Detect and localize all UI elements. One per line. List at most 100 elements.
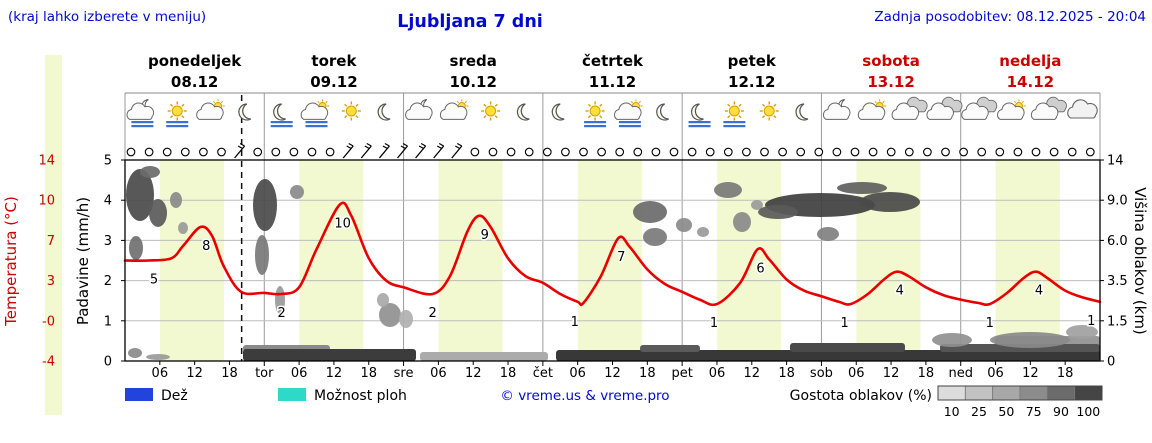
day-date: 08.12 xyxy=(171,73,218,91)
wind-calm-icon xyxy=(814,147,824,157)
moon-icon xyxy=(516,103,530,121)
wind-calm-icon xyxy=(289,147,299,157)
day-name: petek xyxy=(728,52,777,70)
cloud-band xyxy=(556,350,1100,361)
hour-label: 18 xyxy=(500,366,517,381)
sun-cloud-icon xyxy=(997,99,1026,120)
moon-icon xyxy=(551,103,565,121)
moon-cloud-icon xyxy=(822,99,851,120)
wind-calm-icon xyxy=(307,147,317,157)
daylight-band xyxy=(299,160,364,361)
wind-row xyxy=(126,142,1095,159)
cloud-blob xyxy=(633,201,667,223)
sun-cloud-icon xyxy=(439,99,469,120)
cloud-blob xyxy=(643,228,667,246)
wind-barb-icon xyxy=(433,142,445,159)
clouds-icon xyxy=(961,96,998,120)
cloud-blob xyxy=(932,333,972,347)
temp-value-label: 9 xyxy=(481,228,489,243)
day-name: torek xyxy=(311,52,357,70)
wind-barb-icon xyxy=(234,142,246,159)
hour-label: 12 xyxy=(883,366,900,381)
cloud-blob xyxy=(399,310,413,328)
cloud-tick-label: 3.5 xyxy=(1107,274,1128,289)
cloud-blob xyxy=(837,182,887,194)
wind-calm-icon xyxy=(778,147,787,157)
hour-label: 12 xyxy=(326,366,343,381)
temp-value-label: 6 xyxy=(756,261,764,276)
cloud-blob xyxy=(860,192,920,212)
last-update: Zadnja posodobitev: 08.12.2025 - 20:04 xyxy=(874,9,1146,25)
sun-fog-icon xyxy=(723,101,746,128)
cloud-band xyxy=(640,345,700,352)
clouds-icon xyxy=(891,96,928,120)
density-tick-label: 10 xyxy=(944,404,960,419)
wind-calm-icon xyxy=(144,147,154,157)
temp-value-label: 7 xyxy=(617,250,625,265)
wind-calm-icon xyxy=(162,147,172,157)
cloud-blob xyxy=(379,303,401,327)
wind-calm-icon xyxy=(687,147,697,157)
wind-calm-icon xyxy=(1031,147,1041,157)
wind-calm-icon xyxy=(271,147,281,157)
cloud-blob xyxy=(178,222,188,234)
day-name: sreda xyxy=(450,52,497,70)
showers-legend-swatch xyxy=(278,388,306,401)
weather-icons-row xyxy=(126,96,1098,128)
temp-value-label: 1 xyxy=(841,316,849,331)
cloud-height-axis-label: Višina oblakov (km) xyxy=(1131,187,1149,335)
precip-tick-label: 1 xyxy=(104,314,112,329)
temp-value-label: 1 xyxy=(710,316,718,331)
cloud-blob xyxy=(714,182,742,198)
cloud-blob xyxy=(253,179,277,231)
cloud-blob xyxy=(128,348,142,358)
density-swatch xyxy=(1046,385,1076,401)
temp-value-label: 4 xyxy=(1035,284,1043,299)
wind-calm-icon xyxy=(941,147,950,157)
cloud-density-label: Gostota oblakov (%) xyxy=(790,388,932,404)
wind-calm-icon xyxy=(506,147,516,157)
wind-calm-icon xyxy=(796,147,806,157)
sun-fog-icon xyxy=(584,101,607,128)
cloud-tick-label: 0 xyxy=(1107,355,1115,370)
rain-legend-swatch xyxy=(125,388,153,401)
left-accent-strip xyxy=(45,55,62,415)
temp-value-label: 10 xyxy=(334,217,351,232)
day-abbrev-label: sob xyxy=(810,366,833,381)
temp-value-label: 1 xyxy=(1087,314,1095,329)
wind-calm-icon xyxy=(832,147,842,157)
moon-icon xyxy=(795,103,809,121)
sun-icon xyxy=(481,101,501,121)
temp-value-label: 1 xyxy=(710,316,718,331)
hour-label: 18 xyxy=(360,366,377,381)
wind-calm-icon xyxy=(723,147,733,157)
clouds-icon xyxy=(926,96,963,120)
hour-label: 12 xyxy=(186,366,203,381)
cloud-blob xyxy=(149,199,167,227)
wind-calm-icon xyxy=(1049,147,1059,157)
cloud-blob xyxy=(1066,325,1098,339)
temp-value-label: 8 xyxy=(202,239,210,254)
wind-calm-icon xyxy=(904,147,914,157)
temp-tick-label: 14 xyxy=(38,154,55,169)
cloud-band xyxy=(940,344,1100,352)
day-abbrev-label: ned xyxy=(948,366,973,381)
cloud-blob xyxy=(146,354,170,360)
moon-fog-icon xyxy=(270,103,293,128)
moon-fog-icon xyxy=(688,103,711,128)
temp-value-label: 5 xyxy=(150,273,158,288)
daylight-band xyxy=(438,160,503,361)
temp-value-label: 4 xyxy=(896,284,904,299)
density-swatch xyxy=(964,385,994,401)
copyright-link[interactable]: © vreme.us & vreme.pro xyxy=(500,388,669,404)
wind-calm-icon xyxy=(597,147,606,157)
wind-calm-icon xyxy=(977,147,987,157)
density-swatch xyxy=(937,385,966,401)
density-tick-label: 75 xyxy=(1026,404,1042,419)
moon-icon xyxy=(238,103,252,121)
temp-value-label: 5 xyxy=(150,273,158,288)
temp-tick-label: 10 xyxy=(38,194,55,209)
day-date: 12.12 xyxy=(728,73,775,91)
